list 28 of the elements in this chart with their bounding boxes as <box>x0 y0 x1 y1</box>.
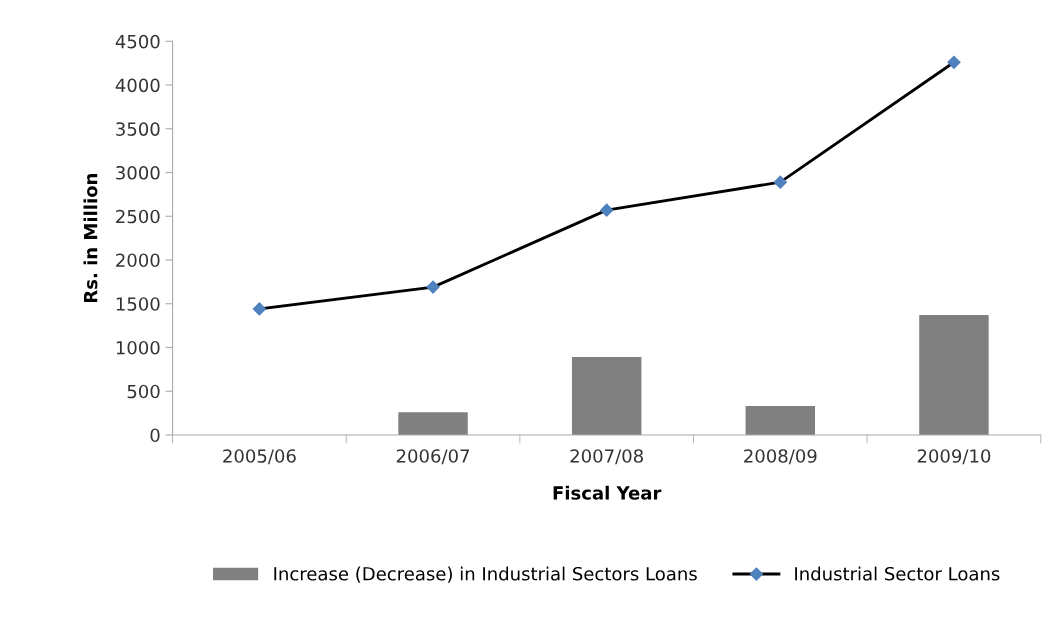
y-axis-title: Rs. in Million <box>83 173 98 303</box>
point <box>600 203 614 217</box>
x-tick-label: 2005/06 <box>223 449 296 465</box>
y-tick-label: 1000 <box>116 340 160 355</box>
point <box>947 55 961 69</box>
x-tick-label: 2007/08 <box>570 449 643 465</box>
y-tick-label: 3500 <box>116 122 160 136</box>
x-tick-label: 2008/09 <box>744 449 817 465</box>
y-tick-label: 0 <box>150 428 160 443</box>
bar <box>571 357 642 435</box>
point <box>773 175 787 189</box>
y-tick-label: 4000 <box>115 78 160 93</box>
y-tick-label: 3000 <box>116 165 160 180</box>
x-axis-title: Fiscal Year <box>553 485 662 500</box>
y-tick-label: 2000 <box>116 253 160 268</box>
x-tick-label: 2006/07 <box>396 449 469 465</box>
point <box>252 302 266 316</box>
bar <box>919 315 989 435</box>
y-tick-label: 1500 <box>116 297 160 311</box>
bar <box>745 406 816 435</box>
y-tick-label: 500 <box>127 384 160 399</box>
legend-label: Industrial Sector Loans <box>795 566 1000 581</box>
y-tick-label: 4500 <box>115 34 160 49</box>
legend-label: Increase (Decrease) in Industrial Sectors Loans <box>274 566 697 583</box>
bar <box>398 412 468 435</box>
y-tick-label: 2500 <box>116 209 160 224</box>
x-tick-label: 2009/10 <box>917 449 991 465</box>
point <box>426 280 440 294</box>
